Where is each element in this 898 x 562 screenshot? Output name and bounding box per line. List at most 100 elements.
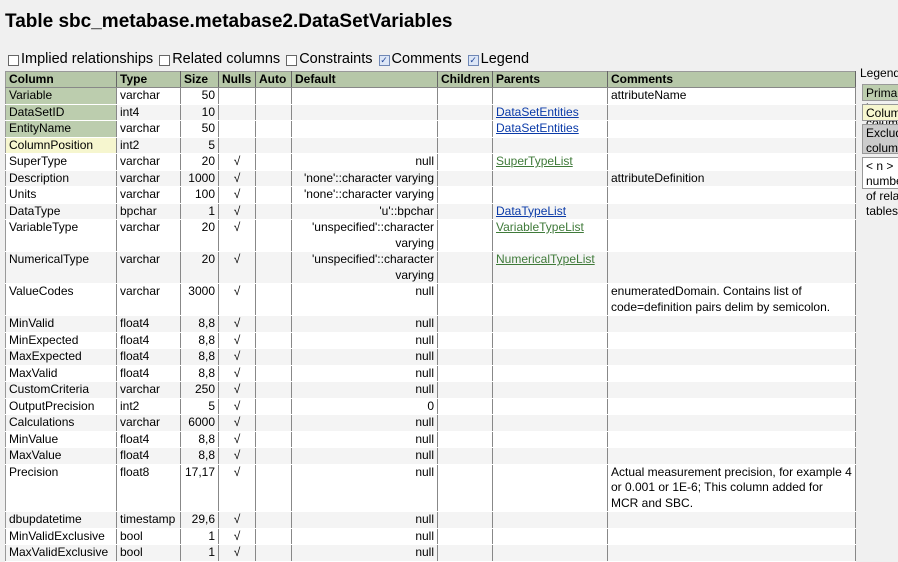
table-row: MaxValue float4 8,8 √ null	[5, 447, 856, 465]
parents-cell: DataSetEntities	[492, 120, 608, 138]
comment-cell	[607, 153, 856, 171]
parent-table-link[interactable]: NumericalTypeList	[496, 252, 595, 266]
size-cell: 20	[180, 153, 219, 171]
checkbox-icon[interactable]	[159, 54, 171, 66]
nulls-cell: √	[218, 464, 256, 512]
column-header-auto[interactable]: Auto	[255, 71, 292, 88]
table-row: SuperType varchar 20 √ null SuperTypeList	[5, 153, 856, 171]
parent-table-link[interactable]: SuperTypeList	[496, 154, 573, 168]
column-header-size[interactable]: Size	[180, 71, 219, 88]
children-cell	[437, 447, 493, 465]
parents-cell	[492, 544, 608, 562]
comment-cell	[607, 120, 856, 138]
table-row: MinValue float4 8,8 √ null	[5, 431, 856, 448]
nulls-cell: √	[218, 283, 256, 316]
type-cell: float4	[116, 315, 181, 333]
parents-cell: DataTypeList	[492, 203, 608, 220]
column-name-cell: MaxValid	[5, 365, 117, 382]
type-cell: timestamp	[116, 511, 181, 529]
default-cell	[291, 137, 438, 154]
column-header-nulls[interactable]: Nulls	[218, 71, 256, 88]
table-row: ColumnPosition int2 5	[5, 137, 856, 154]
checkbox-icon[interactable]: ✓	[467, 54, 479, 66]
type-cell: float4	[116, 365, 181, 382]
table-row: Units varchar 100 √ 'none'::character varyin…	[5, 186, 856, 204]
column-header-parents[interactable]: Parents	[492, 71, 608, 88]
checkbox-icon[interactable]	[286, 54, 298, 66]
legend-excluded-relationships: Excluded column relationships	[862, 124, 898, 170]
comment-cell: attributeName	[607, 87, 856, 105]
auto-cell	[255, 431, 292, 448]
auto-cell	[255, 137, 292, 154]
parents-cell	[492, 170, 608, 187]
auto-cell	[255, 203, 292, 220]
parents-cell	[492, 186, 608, 204]
type-cell: varchar	[116, 186, 181, 204]
parents-cell	[492, 87, 608, 105]
type-cell: float4	[116, 447, 181, 465]
column-name-cell: ValueCodes	[5, 283, 117, 316]
default-cell: null	[291, 348, 438, 366]
table-row: Description varchar 1000 √ 'none'::character…	[5, 170, 856, 187]
type-cell: varchar	[116, 251, 181, 284]
comment-cell: Actual measurement precision, for exampl…	[607, 464, 856, 512]
column-header-column[interactable]: Column	[5, 71, 117, 88]
option-label: Related columns	[172, 51, 281, 67]
legend-primary-key: Primary key columns	[862, 84, 898, 130]
comment-cell	[607, 398, 856, 415]
option-related-columns[interactable]: Related columns	[159, 51, 280, 67]
comment-cell	[607, 203, 856, 220]
column-name-cell: Precision	[5, 464, 117, 512]
parent-table-link[interactable]: VariableTypeList	[496, 220, 584, 234]
auto-cell	[255, 544, 292, 562]
parents-cell: DataSetEntities	[492, 104, 608, 121]
column-name-cell: CustomCriteria	[5, 381, 117, 399]
option-implied-relationships[interactable]: Implied relationships	[8, 51, 153, 67]
option-constraints[interactable]: Constraints	[286, 51, 373, 67]
children-cell	[437, 87, 493, 105]
column-header-default[interactable]: Default	[291, 71, 438, 88]
column-header-type[interactable]: Type	[116, 71, 181, 88]
column-header-children[interactable]: Children	[437, 71, 493, 88]
size-cell: 100	[180, 186, 219, 204]
table-row: dbupdatetime timestamp 29,6 √ null	[5, 511, 856, 529]
column-name-cell: MinExpected	[5, 332, 117, 349]
nulls-cell: √	[218, 414, 256, 432]
type-cell: int2	[116, 398, 181, 415]
comment-cell	[607, 104, 856, 121]
column-name-cell: dbupdatetime	[5, 511, 117, 529]
option-label: Legend	[480, 51, 530, 67]
type-cell: varchar	[116, 170, 181, 187]
column-header-comments[interactable]: Comments	[607, 71, 856, 88]
option-comments[interactable]: ✓ Comments	[378, 51, 462, 67]
size-cell: 1	[180, 203, 219, 220]
children-cell	[437, 511, 493, 529]
parent-table-link[interactable]: DataSetEntities	[496, 104, 579, 119]
parent-table-link[interactable]: DataSetEntities	[496, 121, 579, 135]
auto-cell	[255, 398, 292, 415]
table-row: ValueCodes varchar 3000 √ null enumeratedDoma…	[5, 283, 856, 316]
checkbox-icon[interactable]	[8, 54, 19, 66]
table-row: Calculations varchar 6000 √ null	[5, 414, 856, 432]
comment-cell	[607, 348, 856, 366]
checkbox-icon[interactable]: ✓	[378, 54, 390, 66]
type-cell: varchar	[116, 120, 181, 138]
children-cell	[437, 431, 493, 448]
column-name-cell: MinValidExclusive	[5, 528, 117, 545]
option-legend[interactable]: ✓ Legend	[467, 51, 530, 67]
default-cell: null	[291, 528, 438, 545]
column-name-cell: Units	[5, 186, 117, 204]
auto-cell	[255, 186, 292, 204]
table-row: EntityName varchar 50 DataSetEntities	[5, 120, 856, 138]
comment-cell	[607, 186, 856, 204]
table-row: NumericalType varchar 20 √ 'unspecified'::ch…	[5, 251, 856, 284]
table-row: DataType bpchar 1 √ 'u'::bpchar DataTypeList	[5, 203, 856, 220]
parents-cell	[492, 137, 608, 154]
default-cell	[291, 87, 438, 105]
auto-cell	[255, 447, 292, 465]
parent-table-link[interactable]: DataTypeList	[496, 203, 567, 218]
auto-cell	[255, 283, 292, 316]
default-cell: 'unspecified'::character varying	[291, 219, 438, 252]
column-name-cell: MaxValue	[5, 447, 117, 465]
default-cell: null	[291, 381, 438, 399]
